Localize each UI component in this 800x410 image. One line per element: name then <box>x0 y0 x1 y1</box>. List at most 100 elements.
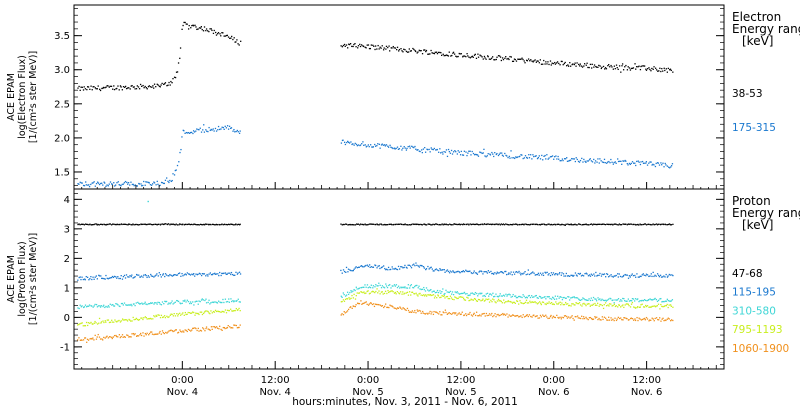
data-point <box>379 147 381 149</box>
data-point <box>580 275 583 277</box>
data-point <box>507 273 509 275</box>
data-point <box>434 311 437 313</box>
data-point <box>361 143 363 145</box>
data-point <box>399 291 402 293</box>
data-point <box>606 299 609 301</box>
data-point <box>146 303 148 306</box>
data-point <box>98 274 100 276</box>
data-point <box>502 58 505 61</box>
data-point <box>436 52 439 55</box>
data-point <box>143 317 145 319</box>
data-point <box>615 319 618 322</box>
data-point <box>584 160 586 163</box>
data-point <box>420 50 422 52</box>
data-point <box>506 223 508 226</box>
data-point <box>239 309 241 312</box>
data-point <box>228 298 230 300</box>
data-point <box>467 152 469 154</box>
data-point <box>409 287 411 289</box>
data-point <box>117 85 119 87</box>
data-point <box>585 161 587 164</box>
data-point <box>472 313 475 316</box>
data-point <box>193 304 195 306</box>
data-point <box>641 299 643 302</box>
data-point <box>641 318 644 321</box>
data-point <box>174 169 176 172</box>
data-point <box>636 298 638 301</box>
data-point <box>230 223 232 225</box>
data-point <box>555 62 558 64</box>
data-point <box>124 85 127 88</box>
data-point <box>85 321 88 324</box>
data-point <box>359 223 362 225</box>
data-point <box>427 223 429 225</box>
proton-legend-item: 1060-1900 <box>732 343 789 355</box>
data-point <box>574 272 577 274</box>
data-point <box>145 316 147 319</box>
data-point <box>80 339 82 341</box>
data-point <box>107 337 110 339</box>
data-point <box>88 186 91 188</box>
data-point <box>572 303 574 305</box>
data-point <box>468 313 470 315</box>
data-point <box>147 318 150 320</box>
data-point <box>646 68 649 70</box>
data-point <box>649 306 651 308</box>
data-point <box>480 293 482 295</box>
data-point <box>379 293 381 295</box>
data-point <box>544 154 546 157</box>
data-point <box>628 304 630 307</box>
data-point <box>596 275 598 277</box>
data-point <box>494 151 496 154</box>
data-point <box>487 55 489 57</box>
data-point <box>215 31 217 34</box>
data-point <box>610 303 612 305</box>
data-point <box>212 310 215 313</box>
data-point <box>659 298 661 300</box>
data-point <box>401 287 403 289</box>
data-point <box>228 223 230 225</box>
data-point <box>565 303 567 305</box>
data-point <box>428 53 430 55</box>
data-point <box>549 156 552 158</box>
data-point <box>572 275 574 277</box>
data-point <box>530 315 532 318</box>
data-point <box>134 276 136 278</box>
data-point <box>381 291 383 293</box>
data-point <box>589 63 592 66</box>
data-point <box>476 154 479 156</box>
data-point <box>178 272 181 274</box>
data-point <box>664 162 666 165</box>
data-point <box>233 224 235 226</box>
data-point <box>232 299 234 302</box>
data-point <box>512 314 515 316</box>
data-point <box>592 303 595 305</box>
data-point <box>528 157 531 159</box>
data-point <box>597 297 599 299</box>
data-point <box>359 144 362 146</box>
data-point <box>98 224 100 226</box>
data-point <box>199 223 202 226</box>
data-point <box>492 292 494 294</box>
data-point <box>577 317 579 319</box>
data-point <box>507 300 509 302</box>
data-point <box>349 269 351 271</box>
data-point <box>514 157 516 160</box>
data-point <box>365 224 367 226</box>
electron-y-axis-label-line: log(Electron Flux) <box>17 55 28 139</box>
data-point <box>441 223 443 225</box>
data-point <box>171 223 173 226</box>
data-point <box>167 316 169 319</box>
data-point <box>215 273 218 275</box>
data-point <box>482 223 484 226</box>
data-point <box>665 68 667 70</box>
data-point <box>424 146 426 149</box>
data-point <box>223 326 226 329</box>
data-point <box>377 303 379 306</box>
data-point <box>432 294 435 296</box>
data-point <box>578 273 581 275</box>
data-point <box>492 298 494 300</box>
data-point <box>465 151 467 153</box>
data-point <box>89 88 91 90</box>
data-point <box>378 143 381 145</box>
